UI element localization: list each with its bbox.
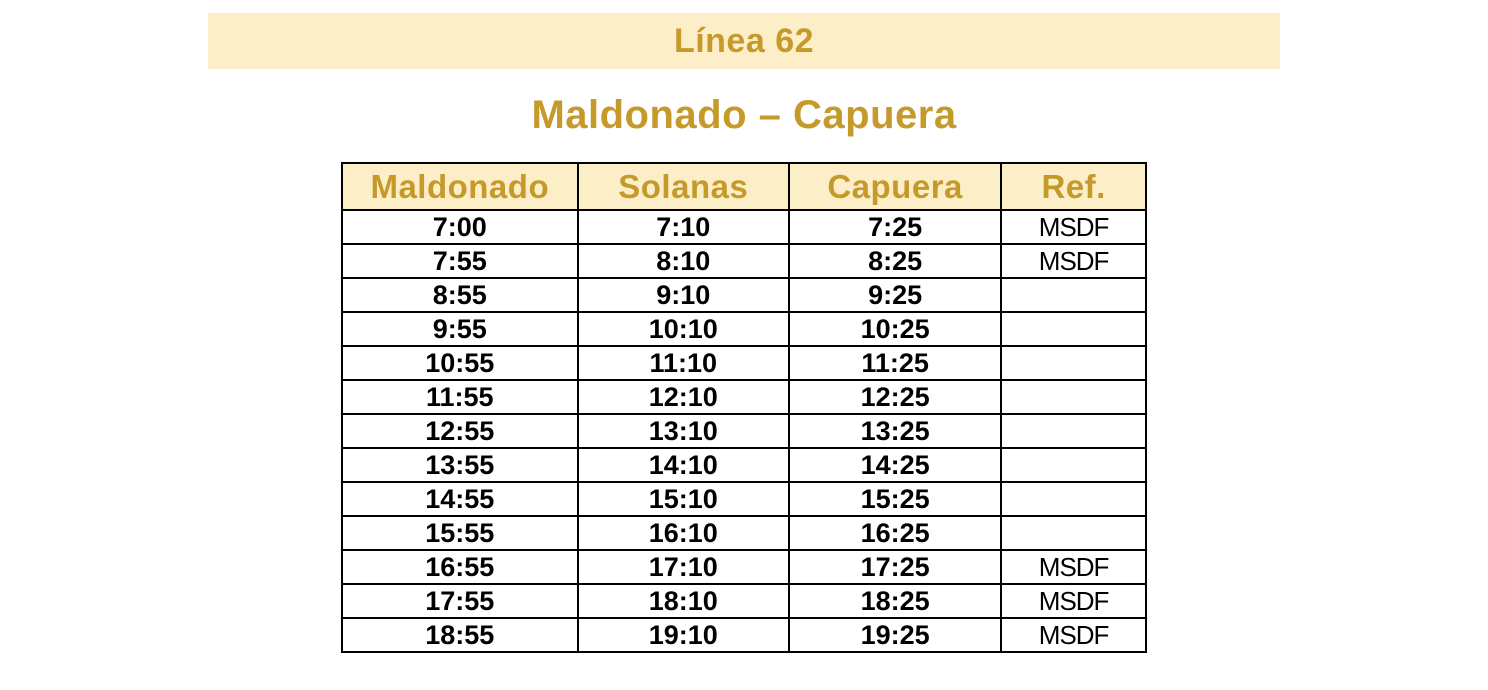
time-cell: 10:10 bbox=[576, 311, 791, 347]
table-row: 9:55 10:10 10:25 bbox=[341, 311, 1147, 347]
time-cell: 7:00 bbox=[341, 209, 579, 245]
table-row: 13:55 14:10 14:25 bbox=[341, 447, 1147, 483]
table-row: 12:55 13:10 13:25 bbox=[341, 413, 1147, 449]
time-cell: 18:55 bbox=[341, 617, 579, 653]
line-title: Línea 62 bbox=[673, 21, 815, 60]
header-row: Maldonado Solanas Capuera Ref. bbox=[341, 162, 1147, 211]
time-cell: 7:55 bbox=[341, 243, 579, 279]
timetable-body: 7:00 7:10 7:25 MSDF 7:55 8:10 8:25 MSDF 8:55 9:10… bbox=[341, 209, 1147, 653]
time-cell: 13:25 bbox=[787, 413, 1003, 449]
time-cell: 11:25 bbox=[787, 345, 1003, 381]
time-cell: 10:25 bbox=[787, 311, 1003, 347]
time-cell: 13:10 bbox=[576, 413, 791, 449]
time-cell: 17:10 bbox=[576, 549, 791, 585]
time-cell: 7:25 bbox=[787, 209, 1003, 245]
time-cell: 11:10 bbox=[576, 345, 791, 381]
time-cell: 19:10 bbox=[576, 617, 791, 653]
time-cell: 11:55 bbox=[341, 379, 579, 415]
time-cell: 13:55 bbox=[341, 447, 579, 483]
time-cell: 19:25 bbox=[787, 617, 1003, 653]
time-cell: 15:10 bbox=[576, 481, 791, 517]
ref-cell bbox=[1000, 413, 1147, 449]
ref-cell bbox=[1000, 277, 1147, 313]
ref-cell bbox=[1000, 379, 1147, 415]
time-cell: 14:10 bbox=[576, 447, 791, 483]
table-row: 15:55 16:10 16:25 bbox=[341, 515, 1147, 551]
time-cell: 18:10 bbox=[576, 583, 791, 619]
table-row: 7:00 7:10 7:25 MSDF bbox=[341, 209, 1147, 245]
column-header-ref: Ref. bbox=[1000, 162, 1147, 211]
ref-cell: MSDF bbox=[1000, 583, 1147, 619]
time-cell: 9:10 bbox=[576, 277, 791, 313]
route-subtitle: Maldonado – Capuera bbox=[531, 93, 957, 137]
time-cell: 8:25 bbox=[787, 243, 1003, 279]
time-cell: 16:55 bbox=[341, 549, 579, 585]
table-row: 7:55 8:10 8:25 MSDF bbox=[341, 243, 1147, 279]
table-row: 17:55 18:10 18:25 MSDF bbox=[341, 583, 1147, 619]
line-banner: Línea 62 bbox=[208, 13, 1280, 69]
time-cell: 16:10 bbox=[576, 515, 791, 551]
column-header-maldonado: Maldonado bbox=[341, 162, 579, 211]
time-cell: 9:25 bbox=[787, 277, 1003, 313]
time-cell: 8:10 bbox=[576, 243, 791, 279]
timetable-header: Maldonado Solanas Capuera Ref. bbox=[341, 162, 1147, 211]
ref-cell bbox=[1000, 311, 1147, 347]
ref-cell bbox=[1000, 345, 1147, 381]
time-cell: 16:25 bbox=[787, 515, 1003, 551]
time-cell: 8:55 bbox=[341, 277, 579, 313]
ref-cell: MSDF bbox=[1000, 549, 1147, 585]
ref-cell bbox=[1000, 515, 1147, 551]
time-cell: 18:25 bbox=[787, 583, 1003, 619]
table-row: 8:55 9:10 9:25 bbox=[341, 277, 1147, 313]
time-cell: 9:55 bbox=[341, 311, 579, 347]
time-cell: 7:10 bbox=[576, 209, 791, 245]
time-cell: 12:10 bbox=[576, 379, 791, 415]
ref-cell: MSDF bbox=[1000, 209, 1147, 245]
time-cell: 12:25 bbox=[787, 379, 1003, 415]
table-row: 16:55 17:10 17:25 MSDF bbox=[341, 549, 1147, 585]
time-cell: 17:25 bbox=[787, 549, 1003, 585]
time-cell: 15:55 bbox=[341, 515, 579, 551]
time-cell: 15:25 bbox=[787, 481, 1003, 517]
time-cell: 14:25 bbox=[787, 447, 1003, 483]
ref-cell bbox=[1000, 447, 1147, 483]
timetable: Maldonado Solanas Capuera Ref. 7:00 7:10 7… bbox=[341, 162, 1147, 653]
time-cell: 17:55 bbox=[341, 583, 579, 619]
time-cell: 12:55 bbox=[341, 413, 579, 449]
ref-cell: MSDF bbox=[1000, 243, 1147, 279]
time-cell: 10:55 bbox=[341, 345, 579, 381]
ref-cell: MSDF bbox=[1000, 617, 1147, 653]
column-header-capuera: Capuera bbox=[787, 162, 1003, 211]
time-cell: 14:55 bbox=[341, 481, 579, 517]
column-header-solanas: Solanas bbox=[576, 162, 791, 211]
table-row: 18:55 19:10 19:25 MSDF bbox=[341, 617, 1147, 653]
table-row: 10:55 11:10 11:25 bbox=[341, 345, 1147, 381]
ref-cell bbox=[1000, 481, 1147, 517]
table-row: 14:55 15:10 15:25 bbox=[341, 481, 1147, 517]
table-row: 11:55 12:10 12:25 bbox=[341, 379, 1147, 415]
